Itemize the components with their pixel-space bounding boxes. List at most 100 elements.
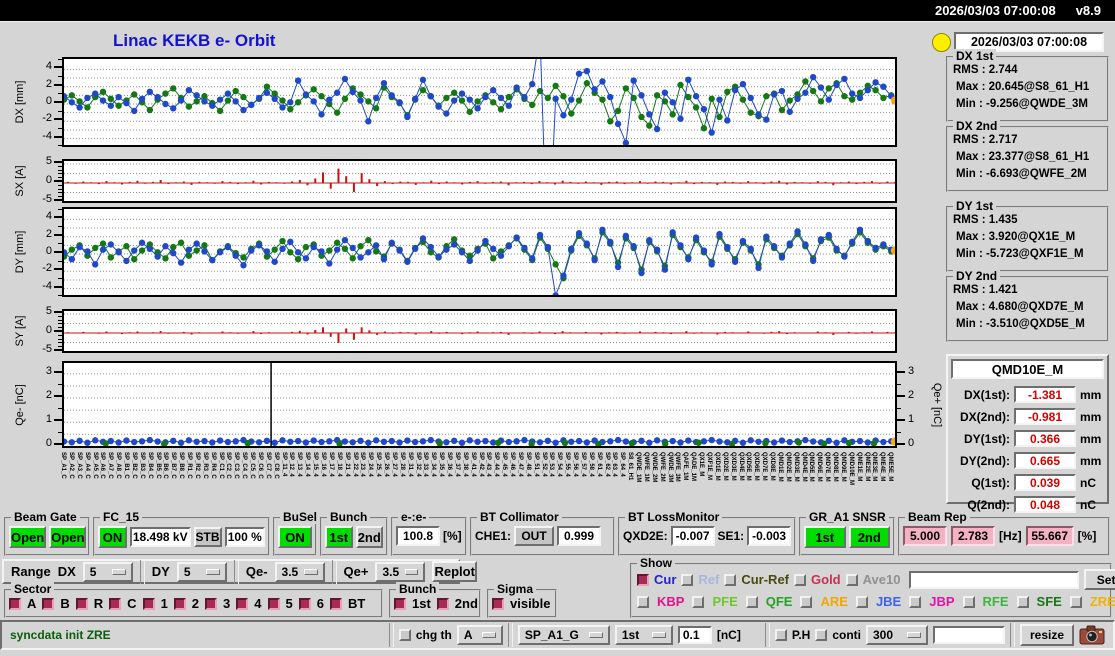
show-jbp-checkbox[interactable] [909, 595, 922, 608]
range-select-qe[interactable]: 3.5 [375, 561, 426, 582]
fc15-on-button[interactable]: ON [98, 526, 127, 548]
y-tick-minor [58, 102, 62, 103]
bunch-select[interactable]: 1st [614, 625, 673, 645]
threshold-input[interactable] [677, 626, 712, 644]
conti-label: conti [832, 628, 861, 642]
gr-snsr-2nd-button[interactable]: 2nd [848, 526, 890, 548]
ph-checkbox[interactable] [774, 629, 787, 641]
extra-input[interactable] [933, 626, 1005, 644]
sp-select[interactable]: SP_A1_G [517, 625, 610, 645]
bunch-select-label: Bunch [327, 510, 371, 524]
y-tick-label-right: 0 [908, 437, 915, 449]
y-tick-minor [58, 278, 62, 279]
show-rfe-label: RFE [982, 594, 1009, 609]
th-select[interactable]: A [456, 625, 503, 645]
show-zre-checkbox[interactable] [1069, 595, 1082, 608]
sector-a-checkbox[interactable] [9, 597, 21, 610]
range-select-dy[interactable]: 5 [176, 561, 227, 582]
resize-button[interactable]: resize [1020, 624, 1074, 646]
bunch-filter-1st-checkbox[interactable] [394, 597, 406, 610]
x-axis-label: SP_45_4 [501, 452, 508, 477]
dropdown-dash-icon [651, 632, 666, 638]
x-axis-label: SP_B8_C [178, 452, 185, 479]
bunch-1st-button[interactable]: 1st [325, 526, 353, 548]
y-tick-minor [58, 384, 62, 385]
camera-icon[interactable] [1079, 624, 1105, 646]
x-axis-label: SP_R3_C [201, 452, 208, 479]
set-ref-button[interactable]: Set Ref [1084, 569, 1115, 590]
show-qfe-checkbox[interactable] [745, 595, 758, 608]
x-axis-label: SP_C5_C [249, 452, 256, 479]
sector-2-checkbox[interactable] [173, 597, 186, 610]
busel-on-button[interactable]: ON [278, 526, 312, 548]
show-are-checkbox[interactable] [800, 595, 813, 608]
beam-gate-button-2[interactable]: Open [49, 526, 87, 548]
plot-dx [62, 57, 897, 147]
status-bar: syncdata init ZRE chg th A SP_A1_G 1st [… [0, 620, 1115, 650]
fc15-stb-button[interactable]: STB [193, 527, 222, 547]
show-jbe-checkbox[interactable] [855, 595, 868, 608]
y-tick-label: -4 [42, 130, 52, 142]
monitor-row-unit: nC [1080, 475, 1096, 490]
y-tick-minor [58, 287, 62, 288]
sector-r-checkbox[interactable] [75, 597, 88, 610]
x-axis-label: SP_A6_C [99, 452, 106, 479]
x-axis-label: SP_32_4 [414, 452, 421, 477]
beam-gate-button-1[interactable]: Open [9, 526, 47, 548]
monitor-row: DY(2nd): 0.665 mm [950, 451, 1105, 470]
num-select[interactable]: 300 [866, 625, 928, 645]
x-axis-label: SP_B1_C [123, 452, 129, 479]
show-ave10-checkbox[interactable] [845, 573, 858, 586]
dropdown-dash-icon [588, 632, 603, 638]
x-axis-label: SP_43_4 [485, 452, 492, 477]
qxd2e-value: -0.007 [670, 526, 715, 546]
min-line: Min : -5.723@QXF1E_M [956, 248, 1084, 260]
separator [507, 623, 513, 647]
show-cur-checkbox[interactable] [637, 573, 649, 586]
sigma-visible-checkbox[interactable] [492, 597, 504, 610]
conti-checkbox[interactable] [815, 629, 828, 641]
bunch-filter-2nd-checkbox[interactable] [436, 597, 449, 610]
y-tick-label-right: 3 [908, 365, 915, 377]
sector-3-checkbox[interactable] [205, 597, 218, 610]
show-gold-checkbox[interactable] [794, 573, 807, 586]
set-ref-input[interactable] [909, 570, 1080, 589]
range-select-dx[interactable]: 5 [82, 561, 133, 582]
separator [139, 559, 145, 584]
y-tick-label-right: 1 [908, 413, 915, 425]
che1-out-button[interactable]: OUT [514, 526, 555, 546]
show-ave10-label: Ave10 [862, 572, 901, 587]
x-axis-label: QMD1E_M [776, 452, 783, 482]
show-kbp-checkbox[interactable] [637, 595, 649, 608]
bunch-filter-group: Bunch 1st 2nd [389, 582, 481, 618]
replot-button[interactable]: Replot [432, 561, 477, 582]
plot-sy [62, 309, 897, 353]
y-tick-label: -2 [42, 112, 52, 124]
show-curref-checkbox[interactable] [724, 573, 737, 586]
sector-b-checkbox[interactable] [42, 597, 55, 610]
show-sfe-checkbox[interactable] [1016, 595, 1029, 608]
dropdown-dash-icon [205, 568, 220, 575]
range-select-qe[interactable]: 3.5 [274, 561, 325, 582]
sector-bt-checkbox[interactable] [329, 597, 342, 610]
show-pfe-checkbox[interactable] [692, 595, 705, 608]
x-axis-label: SP_51_4 [532, 452, 539, 477]
gr-snsr-1st-button[interactable]: 1st [804, 526, 846, 548]
sector-5-checkbox[interactable] [267, 597, 280, 610]
sector-1-checkbox[interactable] [142, 597, 155, 610]
sector-4-checkbox[interactable] [236, 597, 249, 610]
bunch-2nd-button[interactable]: 2nd [355, 526, 383, 548]
sector-c-checkbox[interactable] [109, 597, 122, 610]
x-axis-label: SP_A7_C [107, 452, 114, 479]
range-name-dy: DY [151, 564, 170, 579]
y-tick-minor [58, 137, 62, 138]
sector-6-checkbox[interactable] [298, 597, 311, 610]
show-rfe-checkbox[interactable] [962, 595, 975, 608]
range-name-qe: Qe- [245, 564, 268, 579]
y-tick-label: -5 [42, 343, 52, 355]
x-axis-label: SP_A3_C [75, 452, 82, 479]
chg-th-checkbox[interactable] [398, 629, 411, 641]
show-ref-checkbox[interactable] [681, 573, 694, 586]
range-select-value: 5 [183, 564, 191, 579]
sector-r-label: R [93, 596, 104, 611]
